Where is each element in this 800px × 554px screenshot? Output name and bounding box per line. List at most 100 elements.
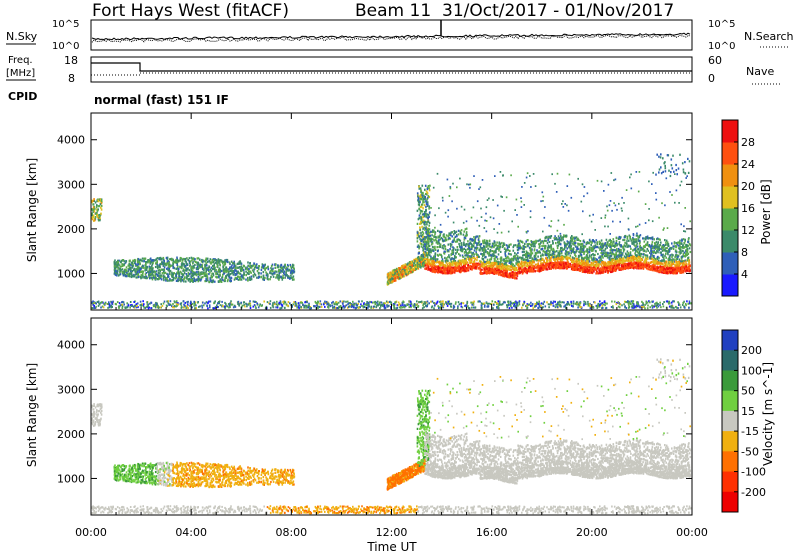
scatter-cell xyxy=(250,266,253,269)
scatter-cell xyxy=(534,305,536,308)
scatter-cell xyxy=(242,276,244,279)
scatter-cell xyxy=(426,300,429,303)
scatter-cell xyxy=(515,300,517,303)
scatter-cell xyxy=(655,305,657,307)
scatter-cell xyxy=(130,267,132,270)
scatter-cell xyxy=(498,300,501,303)
scatter-cell xyxy=(353,305,355,308)
scatter-cell xyxy=(206,267,209,270)
scatter-cell xyxy=(468,242,471,245)
scatter-cell xyxy=(159,272,161,275)
scatter-cell xyxy=(473,236,475,239)
scatter-cell xyxy=(341,301,344,304)
scatter-cell xyxy=(387,275,389,278)
scatter-cell xyxy=(602,303,605,306)
scatter-cell xyxy=(678,303,680,306)
scatter-cell xyxy=(442,302,445,305)
scatter-cell xyxy=(416,192,419,195)
scatter-cell xyxy=(225,269,227,272)
scatter-cell xyxy=(197,263,200,266)
scatter-cell xyxy=(418,207,421,210)
scatter-cell xyxy=(134,270,136,273)
scatter-cell xyxy=(252,305,255,308)
scatter-cell xyxy=(430,300,432,303)
scatter-cell xyxy=(655,302,657,305)
scatter-cell xyxy=(217,258,220,261)
scatter-cell xyxy=(418,185,420,188)
scatter-cell xyxy=(309,307,311,310)
scatter-cell xyxy=(653,305,655,308)
scatter-cell xyxy=(166,305,168,308)
scatter-cell xyxy=(189,265,191,268)
scatter-cell xyxy=(122,301,125,304)
scatter-cell xyxy=(690,302,692,305)
scatter-cell xyxy=(681,303,684,306)
scatter-cell xyxy=(353,303,356,306)
scatter-cell xyxy=(149,277,151,280)
scatter-cell xyxy=(649,301,651,304)
scatter-cell xyxy=(421,264,424,267)
scatter-cell xyxy=(352,300,354,303)
scatter-cell xyxy=(250,278,253,281)
scatter-cell xyxy=(526,306,529,309)
scatter-cell xyxy=(285,303,288,306)
scatter-cell xyxy=(172,259,175,263)
scatter-cell xyxy=(531,304,534,307)
scatter-cell xyxy=(185,268,187,271)
scatter-cell xyxy=(224,259,226,262)
scatter-cell xyxy=(597,305,599,308)
scatter-cell xyxy=(362,306,365,309)
scatter-cell xyxy=(197,273,199,276)
scatter-cell xyxy=(333,306,336,309)
scatter-cell xyxy=(530,305,532,307)
scatter-cell xyxy=(180,276,183,279)
scatter-cell xyxy=(164,271,167,274)
scatter-cell xyxy=(249,266,252,269)
scatter-cell xyxy=(234,267,237,270)
scatter-cell xyxy=(155,270,158,273)
scatter-cell xyxy=(395,307,398,310)
cpid-label: CPID xyxy=(8,90,37,103)
scatter-cell xyxy=(197,261,199,264)
scatter-cell xyxy=(420,243,423,246)
scatter-cell xyxy=(432,246,434,249)
scatter-cell xyxy=(270,275,272,279)
scatter-cell xyxy=(605,306,608,309)
scatter-cell xyxy=(218,301,220,303)
scatter-cell xyxy=(507,302,510,304)
scatter-cell xyxy=(255,307,257,309)
scatter-cell xyxy=(239,267,242,270)
scatter-cell xyxy=(223,279,226,283)
scatter-cell xyxy=(440,300,442,303)
scatter-cell xyxy=(291,278,294,281)
scatter-cell xyxy=(367,301,370,304)
scatter-cell xyxy=(245,278,247,281)
scatter-cell xyxy=(287,301,290,304)
scatter-cell xyxy=(266,301,269,304)
scatter-cell xyxy=(172,258,174,261)
scatter-cell xyxy=(478,235,481,238)
scatter-cell xyxy=(160,303,162,306)
scatter-cell xyxy=(153,259,155,262)
scatter-cell xyxy=(166,278,168,281)
scatter-cell xyxy=(198,258,201,261)
scatter-cell xyxy=(347,303,349,306)
scatter-cell xyxy=(687,302,690,305)
scatter-cell xyxy=(165,256,168,259)
scatter-cell xyxy=(564,304,567,307)
scatter-cell xyxy=(668,300,670,303)
scatter-cell xyxy=(228,276,231,279)
scatter-cell xyxy=(428,189,431,192)
scatter-cell xyxy=(107,303,109,305)
scatter-cell xyxy=(222,273,224,276)
scatter-cell xyxy=(129,263,132,266)
scatter-cell xyxy=(215,272,217,275)
scatter-cell xyxy=(140,271,142,274)
freq-panel: Freq. [MHz] 18 8 60 0 Nave CPID normal (… xyxy=(6,54,782,107)
scatter-cell xyxy=(98,215,101,218)
scatter-cell xyxy=(624,305,626,308)
scatter-cell xyxy=(209,268,211,271)
scatter-cell xyxy=(237,262,239,265)
scatter-cell xyxy=(357,306,360,309)
scatter-cell xyxy=(194,263,196,266)
